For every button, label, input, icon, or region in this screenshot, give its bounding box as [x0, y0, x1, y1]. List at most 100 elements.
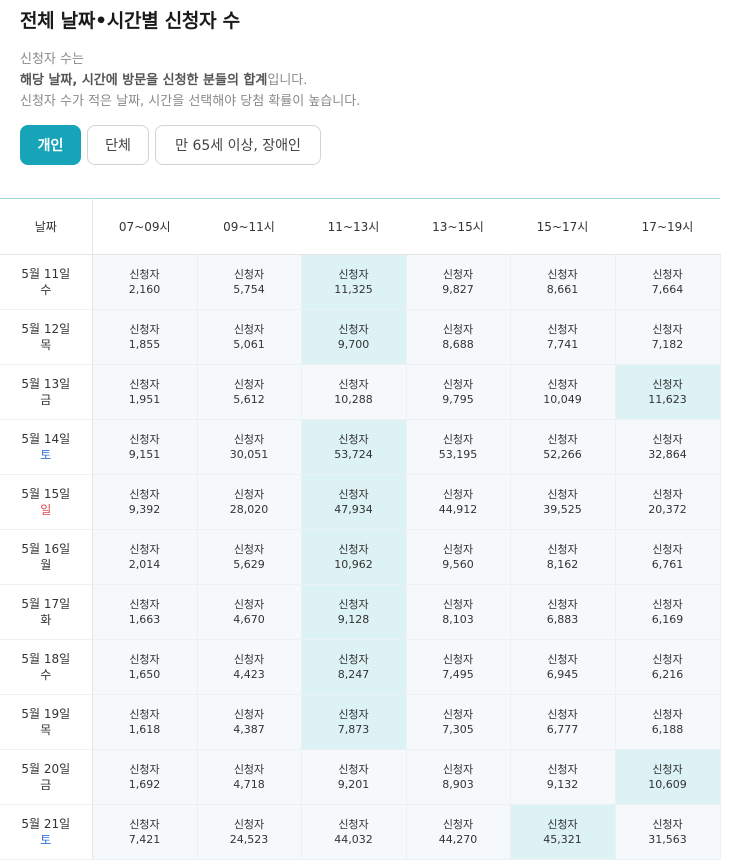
slot-cell-label: 신청자 — [652, 708, 683, 721]
slot-cell-label: 신청자 — [442, 488, 474, 501]
table-row: 5월 18일 수 신청자 1,650 신청자 4,423 신청자 8,247 신청자 7,495 신… — [0, 639, 721, 695]
slot-cell: 신청자 10,288 — [301, 364, 407, 420]
slot-cell: 신청자 5,061 — [197, 309, 302, 365]
time-column-header: 17~19시 — [615, 198, 720, 255]
slot-cell: 신청자 4,423 — [197, 639, 302, 695]
slot-cell-label: 신청자 — [547, 488, 578, 501]
slot-cell: 신청자 9,700 — [301, 309, 407, 365]
slot-cell: 신청자 9,795 — [406, 364, 511, 420]
tab-senior-disabled[interactable]: 만 65세 이상, 장애인 — [155, 125, 321, 165]
slot-cell: 신청자 45,321 — [510, 804, 616, 860]
slot-cell-label: 신청자 — [442, 323, 474, 336]
slot-cell-label: 신청자 — [129, 818, 160, 831]
slot-cell: 신청자 2,014 — [92, 529, 198, 585]
slot-cell-label: 신청자 — [338, 598, 369, 611]
date-label: 5월 21일 — [21, 817, 71, 831]
slot-cell-count: 52,266 — [543, 448, 582, 461]
date-label: 5월 19일 — [21, 707, 71, 721]
date-label: 5월 18일 — [21, 652, 71, 666]
slot-cell-count: 9,201 — [337, 778, 370, 791]
time-column-header: 09~11시 — [197, 198, 301, 255]
table-row: 5월 13일 금 신청자 1,951 신청자 5,612 신청자 10,288 신청자 9,795… — [0, 364, 721, 420]
tab-group[interactable]: 단체 — [87, 125, 149, 165]
slot-cell: 신청자 1,663 — [92, 584, 198, 640]
date-cell: 5월 14일 토 — [0, 419, 93, 475]
slot-cell: 신청자 20,372 — [615, 474, 721, 530]
slot-cell-label: 신청자 — [652, 378, 683, 391]
slot-cell: 신청자 44,270 — [406, 804, 511, 860]
slot-cell-count: 5,754 — [233, 283, 265, 296]
slot-cell-count: 47,934 — [334, 503, 373, 516]
description-line-1: 신청자 수는 — [20, 52, 84, 67]
slot-cell-label: 신청자 — [652, 488, 683, 501]
day-of-week-label: 목 — [40, 338, 52, 352]
slot-cell-label: 신청자 — [442, 598, 474, 611]
slot-cell: 신청자 8,247 — [301, 639, 407, 695]
slot-cell-count: 4,423 — [233, 668, 265, 681]
slot-cell-label: 신청자 — [442, 268, 474, 281]
date-label: 5월 17일 — [21, 597, 71, 611]
date-cell: 5월 17일 화 — [0, 584, 93, 640]
description: 신청자 수는 해당 날짜, 시간에 방문을 신청한 분들의 합계입니다. 신청자… — [20, 49, 360, 112]
slot-cell-label: 신청자 — [129, 763, 160, 776]
date-label: 5월 12일 — [21, 322, 71, 336]
slot-cell-label: 신청자 — [547, 378, 578, 391]
slot-cell-count: 7,664 — [651, 283, 684, 296]
slot-cell: 신청자 8,162 — [510, 529, 616, 585]
slot-cell-label: 신청자 — [652, 763, 683, 776]
slot-cell: 신청자 2,160 — [92, 254, 198, 310]
slot-cell: 신청자 7,305 — [406, 694, 511, 750]
slot-cell: 신청자 8,103 — [406, 584, 511, 640]
slot-cell-label: 신청자 — [547, 323, 578, 336]
slot-cell-label: 신청자 — [338, 818, 369, 831]
slot-cell: 신청자 5,754 — [197, 254, 302, 310]
slot-cell: 신청자 24,523 — [197, 804, 302, 860]
description-emphasis: 해당 날짜, 시간에 방문을 신청한 분들의 합계 — [20, 73, 268, 88]
day-of-week-label: 토 — [40, 833, 52, 847]
slot-cell-count: 20,372 — [648, 503, 687, 516]
slot-cell-count: 9,132 — [546, 778, 579, 791]
slot-cell-count: 8,162 — [546, 558, 579, 571]
date-cell: 5월 11일 수 — [0, 254, 93, 310]
description-line-3: 신청자 수가 적은 날짜, 시간을 선택해야 당첨 확률이 높습니다. — [20, 94, 361, 109]
slot-cell: 신청자 9,392 — [92, 474, 198, 530]
slot-cell-label: 신청자 — [233, 708, 265, 721]
slot-cell-count: 4,718 — [233, 778, 265, 791]
slot-cell-count: 7,305 — [442, 723, 474, 736]
slot-cell-count: 11,623 — [648, 393, 687, 406]
slot-cell-count: 24,523 — [229, 833, 269, 846]
slot-cell: 신청자 6,945 — [510, 639, 616, 695]
slot-cell-count: 6,883 — [546, 613, 579, 626]
day-of-week-label: 수 — [40, 668, 52, 682]
slot-cell: 신청자 1,618 — [92, 694, 198, 750]
day-of-week-label: 수 — [40, 283, 52, 297]
slot-cell-label: 신청자 — [442, 433, 474, 446]
slot-cell: 신청자 1,650 — [92, 639, 198, 695]
slot-cell: 신청자 7,495 — [406, 639, 511, 695]
slot-cell-label: 신청자 — [233, 598, 265, 611]
date-label: 5월 16일 — [21, 542, 71, 556]
time-column-header: 07~09시 — [92, 198, 197, 255]
day-of-week-label: 월 — [40, 558, 52, 572]
slot-cell-count: 1,951 — [128, 393, 161, 406]
slot-cell-label: 신청자 — [338, 378, 369, 391]
slot-cell-label: 신청자 — [442, 543, 474, 556]
slot-cell: 신청자 8,661 — [510, 254, 616, 310]
slot-cell: 신청자 4,718 — [197, 749, 302, 805]
slot-cell: 신청자 53,724 — [301, 419, 407, 475]
slot-cell-count: 6,188 — [651, 723, 684, 736]
slot-cell-count: 44,032 — [334, 833, 373, 846]
tab-individual[interactable]: 개인 — [20, 125, 81, 165]
slot-cell-count: 7,182 — [651, 338, 684, 351]
slot-cell: 신청자 9,201 — [301, 749, 407, 805]
slot-cell-label: 신청자 — [547, 708, 578, 721]
slot-cell-count: 8,903 — [442, 778, 474, 791]
slot-cell-label: 신청자 — [652, 433, 683, 446]
table-row: 5월 20일 금 신청자 1,692 신청자 4,718 신청자 9,201 신청자 8,903 신… — [0, 749, 721, 805]
slot-cell: 신청자 10,609 — [615, 749, 721, 805]
slot-cell-count: 9,128 — [337, 613, 370, 626]
table-row: 5월 12일 목 신청자 1,855 신청자 5,061 신청자 9,700 신청자 8,688 신… — [0, 309, 721, 365]
